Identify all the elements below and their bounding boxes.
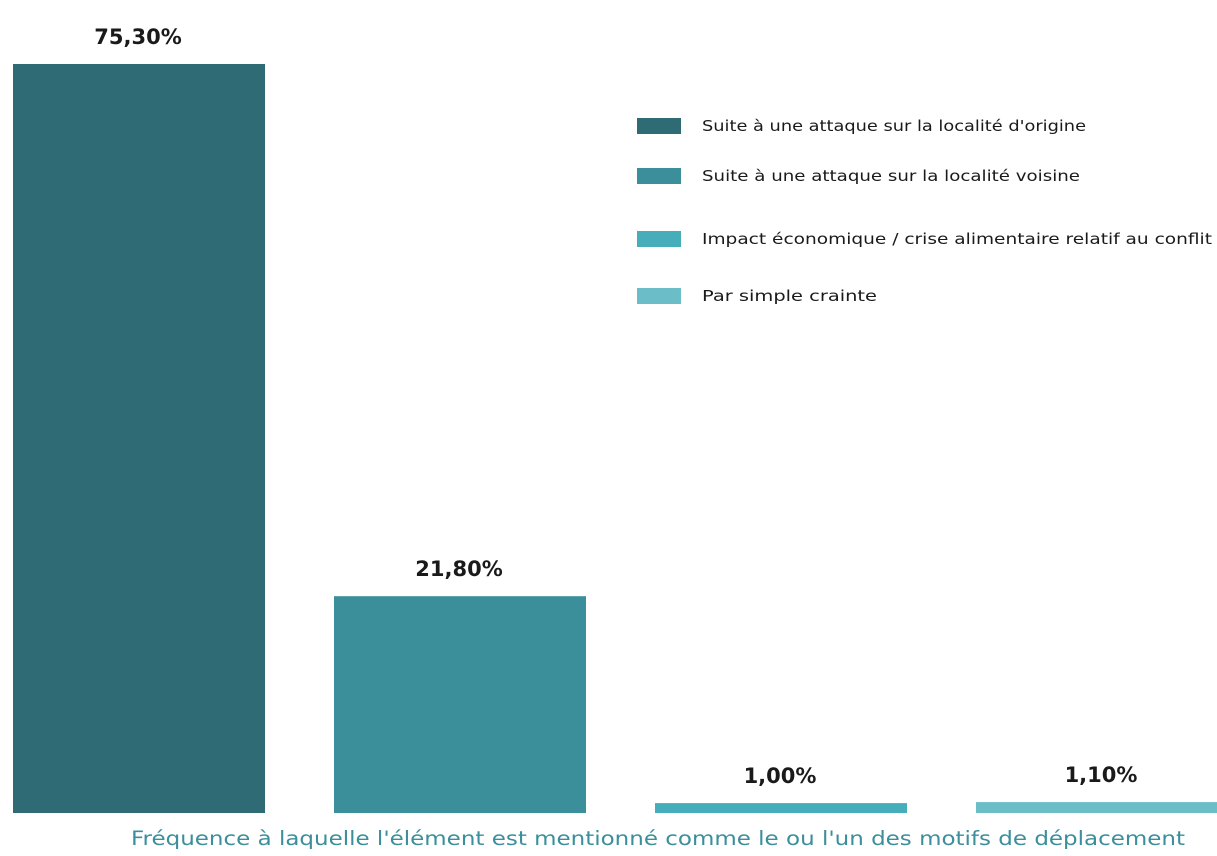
value-labels-group: 75,30% 21,80% 1,00% 1,10% [94, 25, 1137, 788]
value-label-2: 21,80% [415, 557, 502, 581]
legend-label-3: Impact économique / crise alimentaire re… [702, 230, 1212, 248]
legend-swatch-2 [637, 168, 681, 184]
bar-3 [655, 803, 907, 813]
legend-swatch-4 [637, 288, 681, 304]
x-axis-title: Fréquence à laquelle l'élément est menti… [131, 827, 1185, 850]
legend-swatch-3 [637, 231, 681, 247]
legend-swatch-1 [637, 118, 681, 134]
legend: Suite à une attaque sur la localité d'or… [637, 117, 1212, 305]
bar-1 [13, 64, 265, 813]
value-label-4: 1,10% [1065, 763, 1138, 787]
legend-label-1: Suite à une attaque sur la localité d'or… [702, 117, 1086, 135]
value-label-1: 75,30% [94, 25, 181, 49]
bar-4 [976, 802, 1217, 813]
bars-group [13, 64, 1217, 813]
legend-label-2: Suite à une attaque sur la localité vois… [702, 167, 1080, 185]
bar-2 [334, 596, 586, 813]
legend-label-4: Par simple crainte [702, 287, 877, 305]
value-label-3: 1,00% [744, 764, 817, 788]
